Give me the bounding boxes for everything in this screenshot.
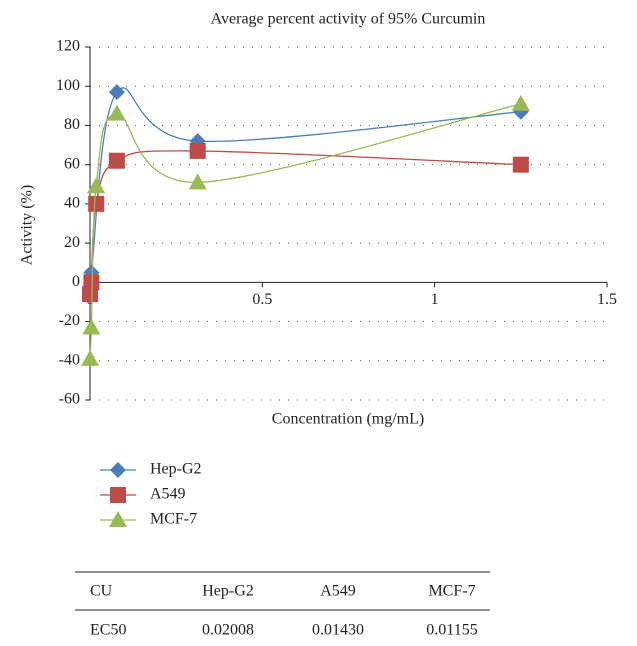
- legend-label: Hep-G2: [150, 461, 202, 478]
- table-header: CU: [90, 583, 113, 600]
- marker: [511, 94, 530, 111]
- table-header: A549: [320, 583, 356, 600]
- table-cell: 0.02008: [202, 622, 254, 639]
- y-tick-label: 120: [56, 38, 80, 55]
- y-tick-label: -40: [59, 351, 80, 368]
- marker: [87, 177, 106, 194]
- legend-marker: [109, 511, 127, 527]
- y-tick-label: 0: [72, 273, 80, 290]
- table-header: Hep-G2: [202, 583, 254, 600]
- y-axis-label: Activity (%): [19, 185, 36, 265]
- legend-label: A549: [150, 486, 186, 503]
- marker: [82, 318, 101, 335]
- y-tick-label: 40: [64, 195, 80, 212]
- y-tick-label: -60: [59, 391, 80, 408]
- x-tick-label: 1.5: [597, 291, 617, 308]
- series-line: [89, 103, 521, 359]
- series-line: [89, 150, 521, 295]
- table-header: MCF-7: [428, 583, 475, 600]
- legend-label: MCF-7: [150, 511, 197, 528]
- marker: [188, 173, 207, 190]
- legend-marker: [110, 462, 126, 478]
- table-cell: EC50: [90, 622, 126, 639]
- table-cell: 0.01430: [312, 622, 364, 639]
- marker: [107, 104, 126, 121]
- y-tick-label: 60: [64, 155, 80, 172]
- x-tick-label: 1: [431, 291, 439, 308]
- y-tick-label: 20: [64, 234, 80, 251]
- marker: [108, 152, 125, 169]
- y-tick-label: -20: [59, 312, 80, 329]
- marker: [88, 195, 105, 212]
- x-axis-label: Concentration (mg/mL): [272, 411, 424, 428]
- chart-title: Average percent activity of 95% Curcumin: [211, 11, 486, 28]
- marker: [189, 142, 206, 159]
- marker: [108, 84, 125, 101]
- series-line: [90, 87, 521, 273]
- legend-marker: [110, 487, 126, 503]
- y-tick-label: 80: [64, 116, 80, 133]
- x-tick-label: 0.5: [252, 291, 272, 308]
- marker: [81, 349, 99, 366]
- y-tick-label: 100: [56, 77, 80, 94]
- marker: [512, 156, 529, 173]
- marker: [83, 274, 100, 291]
- table-cell: 0.01155: [426, 622, 477, 639]
